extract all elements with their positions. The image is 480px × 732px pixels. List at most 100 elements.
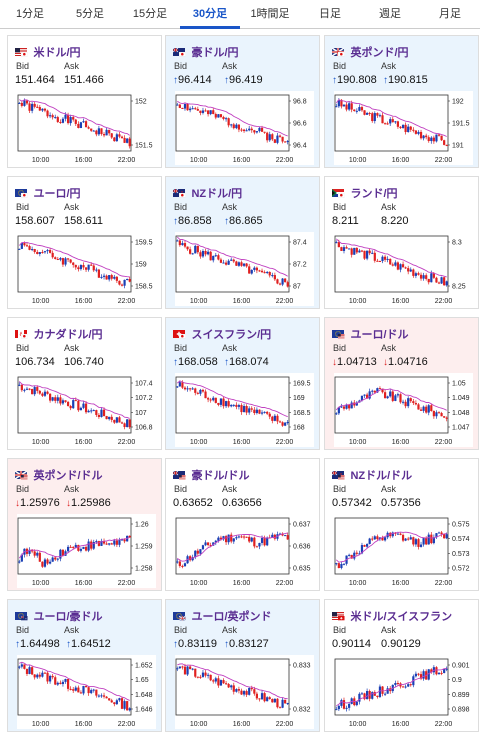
tab-7[interactable]: 週足 bbox=[379, 8, 401, 20]
y-tick-label: 151.5 bbox=[135, 143, 153, 150]
mini-chart[interactable]: 0.901 0.9 0.899 0.898 10:00 16:00 22:00 bbox=[334, 655, 473, 729]
candle-body bbox=[31, 388, 34, 395]
candle-body bbox=[217, 537, 220, 541]
candle-body bbox=[79, 122, 83, 128]
candle-body bbox=[46, 110, 49, 117]
pair-card-11[interactable]: 豪ドル/ドル Bid Ask 0.63652 0.63656 0.637 0.63… bbox=[165, 458, 320, 591]
mini-chart[interactable]: 107.4 107.2 107 106.8 10:00 16:00 22:00 bbox=[17, 373, 156, 447]
candle-body bbox=[417, 131, 420, 134]
candle-body bbox=[409, 684, 412, 686]
candlestick-chart: 152 151.5 10:00 16:00 22:00 bbox=[17, 94, 153, 164]
candle-body bbox=[237, 689, 241, 691]
candle-body bbox=[368, 112, 371, 114]
candle-body bbox=[445, 534, 448, 539]
pair-card-9[interactable]: ユーロ/ドル Bid Ask ↓1.04713 ↓1.04716 1.05 1.0… bbox=[324, 317, 479, 450]
mini-chart[interactable]: 1.05 1.049 1.048 1.047 10:00 16:00 22:00 bbox=[334, 373, 473, 447]
candle-body bbox=[25, 388, 29, 390]
candle-body bbox=[425, 406, 428, 413]
candle-body bbox=[386, 258, 389, 260]
tab-1[interactable]: 1分足 bbox=[15, 8, 45, 20]
candle-body bbox=[178, 240, 181, 246]
mini-chart[interactable]: 96.8 96.6 96.4 10:00 16:00 22:00 bbox=[175, 91, 314, 165]
bid-label: Bid bbox=[16, 484, 30, 494]
candle-body bbox=[227, 401, 230, 407]
pair-card-6[interactable]: ランド/円 Bid Ask 8.211 8.220 8.3 8.25 10:00 16… bbox=[324, 176, 479, 309]
candle-body bbox=[237, 124, 241, 130]
pair-card-5[interactable]: NZドル/円 Bid Ask ↑86.858 ↑86.865 87.4 87.2 8… bbox=[165, 176, 320, 309]
candle-body bbox=[419, 674, 423, 679]
tab-8[interactable]: 月足 bbox=[439, 8, 461, 20]
candle-body bbox=[245, 536, 248, 538]
tab-6[interactable]: 日足 bbox=[319, 8, 341, 20]
candle-body bbox=[87, 541, 90, 551]
candle-body bbox=[250, 688, 253, 690]
candle-body bbox=[345, 247, 348, 249]
candle-body bbox=[36, 251, 39, 255]
pair-header: NZドル/ドル bbox=[332, 466, 412, 482]
x-tick-label: 10:00 bbox=[349, 298, 367, 305]
candle-body bbox=[363, 250, 366, 259]
candle-body bbox=[396, 262, 400, 270]
tab-3[interactable]: 15分足 bbox=[132, 8, 168, 20]
candle-body bbox=[245, 130, 248, 132]
pair-card-2[interactable]: 豪ドル/円 Bid Ask ↑96.414 ↑96.419 96.8 96.6 96… bbox=[165, 35, 320, 168]
tab-4[interactable]: 30分足 bbox=[180, 0, 240, 29]
candle-body bbox=[383, 693, 387, 695]
candle-body bbox=[77, 544, 80, 551]
pair-card-8[interactable]: スイスフラン/円 Bid Ask ↑168.058 ↑168.074 169.5… bbox=[165, 317, 320, 450]
candle-body bbox=[286, 535, 289, 540]
candle-body bbox=[222, 680, 225, 684]
mini-chart[interactable]: 159.5 159 158.5 10:00 16:00 22:00 bbox=[17, 232, 156, 306]
mini-chart[interactable]: 152 151.5 10:00 16:00 22:00 bbox=[17, 91, 156, 165]
mini-chart[interactable]: 1.652 1.65 1.648 1.646 10:00 16:00 22:00 bbox=[17, 655, 156, 729]
candle-body bbox=[381, 256, 384, 262]
tab-5[interactable]: 1時間足 bbox=[250, 8, 290, 20]
pair-card-14[interactable]: ユーロ/英ポンド Bid Ask ↑0.83119 ↑0.83127 0.833… bbox=[165, 599, 320, 732]
pair-header: ランド/円 bbox=[332, 184, 398, 200]
mini-chart[interactable]: 169.5 169 168.5 168 10:00 16:00 22:00 bbox=[175, 373, 314, 447]
candle-body bbox=[126, 138, 129, 143]
candle-body bbox=[38, 390, 41, 394]
pair-card-12[interactable]: NZドル/ドル Bid Ask 0.57342 0.57356 0.575 0.5… bbox=[324, 458, 479, 591]
mini-chart[interactable]: 87.4 87.2 87 10:00 16:00 22:00 bbox=[175, 232, 314, 306]
candle-body bbox=[113, 702, 116, 705]
ask-label: Ask bbox=[64, 61, 80, 71]
pair-card-4[interactable]: ユーロ/円 Bid Ask 158.607 158.611 159.5 159 15… bbox=[7, 176, 162, 309]
candle-body bbox=[204, 250, 207, 255]
ask-label: Ask bbox=[222, 202, 238, 212]
mini-chart[interactable]: 192 191.5 191 10:00 16:00 22:00 bbox=[334, 91, 473, 165]
mini-chart[interactable]: 0.575 0.574 0.573 0.572 10:00 16:00 22:00 bbox=[334, 514, 473, 588]
ask-value: ↑1.64512 bbox=[66, 638, 111, 650]
pair-card-13[interactable]: ユーロ/豪ドル Bid Ask ↑1.64498 ↑1.64512 1.652 1… bbox=[7, 599, 162, 732]
mini-chart[interactable]: 8.3 8.25 10:00 16:00 22:00 bbox=[334, 232, 473, 306]
candle-body bbox=[189, 249, 192, 254]
candle-body bbox=[108, 698, 111, 701]
candle-body bbox=[266, 537, 269, 546]
candle-body bbox=[227, 260, 230, 265]
pair-card-3[interactable]: 英ポンド/円 Bid Ask ↑190.808 ↑190.815 192 191.… bbox=[324, 35, 479, 168]
candle-body bbox=[278, 135, 282, 137]
mini-chart[interactable]: 0.833 0.832 10:00 16:00 22:00 bbox=[175, 655, 314, 729]
pair-card-7[interactable]: カナダドル/円 Bid Ask 106.734 106.740 107.4 107… bbox=[7, 317, 162, 450]
candle-body bbox=[260, 693, 264, 700]
candle-body bbox=[20, 243, 23, 249]
pair-card-15[interactable]: 米ドル/スイスフラン Bid Ask 0.90114 0.90129 0.901… bbox=[324, 599, 479, 732]
pair-name: ユーロ/豪ドル bbox=[33, 610, 103, 623]
moving-average-line bbox=[336, 668, 447, 707]
bid-label: Bid bbox=[16, 625, 30, 635]
candle-body bbox=[366, 112, 369, 115]
pair-card-10[interactable]: 英ポンド/ドル Bid Ask ↓1.25976 ↓1.25986 1.26 1.… bbox=[7, 458, 162, 591]
candle-body bbox=[123, 539, 126, 542]
candle-body bbox=[222, 262, 225, 264]
candlestick-chart: 0.833 0.832 10:00 16:00 22:00 bbox=[175, 658, 311, 728]
pair-card-1[interactable]: 米ドル/円 Bid Ask 151.464 151.466 152 151.5 10… bbox=[7, 35, 162, 168]
candle-body bbox=[335, 413, 338, 415]
tab-2[interactable]: 5分足 bbox=[75, 8, 105, 20]
candle-body bbox=[286, 703, 289, 705]
arrow-up-icon: ↑ bbox=[383, 75, 388, 86]
mini-chart[interactable]: 0.637 0.636 0.635 10:00 16:00 22:00 bbox=[175, 514, 314, 588]
mini-chart[interactable]: 1.26 1.259 1.258 10:00 16:00 22:00 bbox=[17, 514, 156, 588]
candle-body bbox=[189, 108, 192, 111]
candle-body bbox=[191, 388, 194, 390]
bid-value: ↑1.64498 bbox=[15, 638, 60, 650]
